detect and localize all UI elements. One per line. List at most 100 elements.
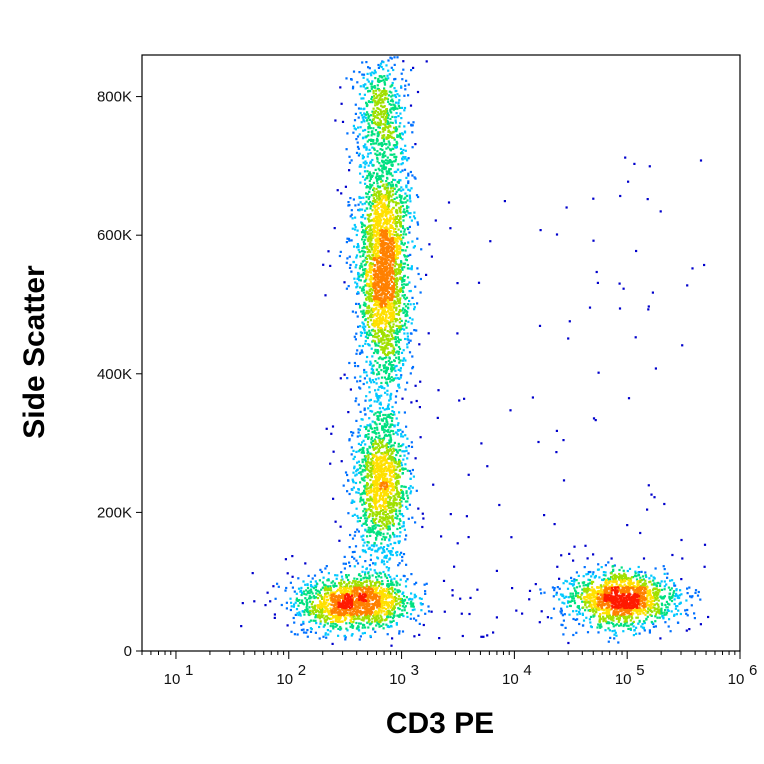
data-point	[384, 154, 387, 157]
data-point	[378, 318, 381, 321]
data-point	[370, 82, 373, 85]
data-point	[358, 196, 361, 200]
data-point	[342, 484, 345, 487]
data-point	[618, 568, 621, 572]
data-point	[379, 455, 382, 458]
data-point	[369, 466, 372, 470]
data-point	[365, 466, 368, 469]
data-point	[561, 601, 564, 604]
data-point	[365, 104, 368, 108]
data-point	[392, 178, 395, 181]
data-point	[373, 69, 376, 72]
data-point	[381, 437, 384, 440]
data-point	[376, 400, 379, 403]
data-point	[401, 327, 404, 330]
data-point	[366, 306, 369, 309]
data-point	[298, 599, 301, 602]
data-point	[410, 441, 413, 444]
data-point	[372, 194, 375, 197]
data-point	[285, 601, 288, 604]
data-point	[358, 165, 361, 168]
data-point	[390, 502, 393, 505]
data-point	[376, 428, 379, 431]
data-point	[362, 161, 365, 164]
data-point	[308, 589, 311, 592]
data-point	[386, 341, 389, 344]
data-point	[376, 550, 379, 553]
data-point	[681, 344, 684, 347]
data-point	[387, 465, 390, 468]
data-point	[375, 517, 378, 520]
data-point	[407, 341, 410, 344]
data-point	[347, 578, 350, 582]
data-point	[357, 450, 360, 453]
data-point	[380, 376, 384, 379]
data-point	[402, 226, 405, 230]
data-point	[656, 611, 659, 614]
data-point	[374, 201, 377, 204]
data-point	[669, 579, 672, 582]
data-point	[401, 494, 404, 498]
data-point	[384, 97, 387, 100]
data-point	[392, 411, 396, 414]
data-point	[343, 581, 346, 584]
data-point	[392, 160, 396, 163]
data-point	[553, 589, 556, 592]
data-point	[349, 625, 352, 628]
data-point	[404, 605, 407, 608]
data-point	[389, 367, 393, 370]
data-point	[361, 418, 364, 421]
data-point	[367, 433, 370, 436]
data-point	[401, 592, 404, 595]
data-point	[369, 226, 372, 230]
data-point	[593, 614, 596, 617]
data-point	[365, 501, 368, 504]
data-point	[640, 608, 643, 611]
data-point	[368, 285, 371, 288]
data-point	[656, 616, 659, 619]
data-point	[395, 155, 398, 158]
data-point	[408, 195, 411, 198]
data-point	[383, 89, 386, 92]
data-point	[392, 367, 395, 370]
data-point	[389, 214, 392, 217]
data-point	[370, 174, 373, 177]
data-point	[668, 592, 671, 595]
data-point	[363, 489, 366, 492]
data-point	[654, 596, 657, 599]
data-point	[593, 613, 596, 616]
data-point	[363, 580, 366, 583]
data-point	[399, 222, 402, 225]
data-point	[389, 606, 392, 609]
data-point	[316, 604, 319, 607]
data-point	[581, 612, 584, 615]
data-point	[375, 336, 379, 339]
data-point	[389, 425, 392, 428]
data-point	[399, 302, 402, 305]
data-point	[355, 473, 358, 476]
data-point	[405, 309, 408, 313]
data-point	[393, 331, 396, 334]
data-point	[363, 314, 366, 317]
data-point	[396, 279, 399, 282]
data-point	[368, 547, 371, 550]
data-point	[396, 476, 399, 480]
data-point	[396, 168, 399, 171]
data-point	[419, 277, 422, 281]
data-point	[366, 621, 369, 624]
data-point	[652, 625, 655, 628]
data-point	[376, 156, 379, 160]
data-point	[397, 422, 400, 425]
data-point	[371, 300, 374, 303]
data-point	[346, 237, 349, 240]
data-point	[468, 612, 471, 616]
data-point	[371, 529, 374, 532]
data-point	[394, 130, 397, 133]
data-point	[362, 271, 365, 275]
data-point	[654, 593, 657, 596]
data-point	[367, 436, 370, 439]
data-point	[385, 78, 388, 81]
data-point	[361, 503, 364, 506]
data-point	[615, 634, 618, 637]
data-point	[369, 623, 372, 626]
